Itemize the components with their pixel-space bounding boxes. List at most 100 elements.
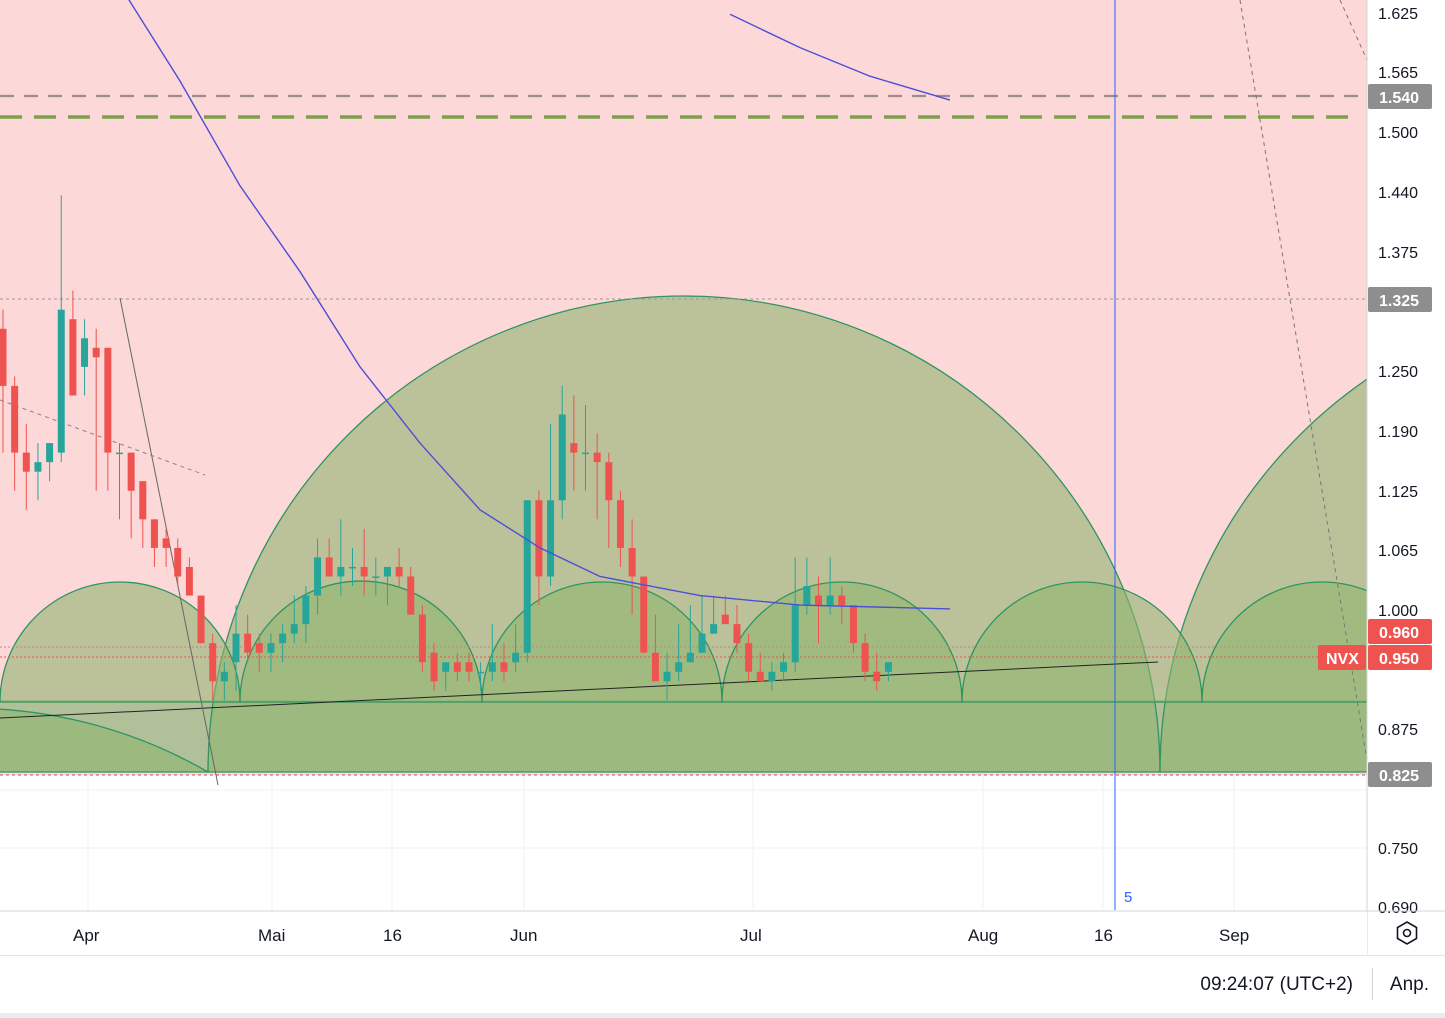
candle-body: [150, 519, 158, 548]
candle-body: [558, 414, 566, 501]
candle-body: [815, 595, 822, 606]
small-arc: [961, 581, 1203, 703]
candle-body: [616, 500, 624, 548]
price-label: 1.565: [1378, 65, 1418, 82]
moving-average-line-upper: [729, 13, 951, 101]
price-tag-1540: 1.540: [1368, 84, 1432, 109]
candle-body: [442, 662, 450, 672]
candle-body: [745, 643, 753, 672]
candle-body: [477, 671, 485, 674]
price-label: 0.690: [1378, 900, 1418, 917]
candle-body: [395, 566, 403, 577]
candle-body: [686, 652, 694, 663]
candle-body: [349, 566, 356, 569]
support-trendline[interactable]: [0, 661, 1159, 719]
candle-body: [279, 633, 287, 644]
symbol-tag: NVX: [1318, 645, 1366, 670]
time-label: Apr: [73, 926, 100, 945]
moving-average-line: [128, 0, 951, 610]
candle-body: [418, 614, 426, 663]
candle-body: [69, 319, 77, 396]
grid-lines: [0, 775, 1367, 910]
price-label: 1.065: [1378, 543, 1418, 560]
time-label: Mai: [258, 926, 285, 945]
candle-body: [465, 662, 473, 672]
candle-body: [267, 643, 275, 653]
svg-text:0.950: 0.950: [1379, 651, 1419, 668]
candle-body: [104, 347, 112, 453]
price-axis-labels: 1.625 1.565 1.500 1.440 1.375 1.250 1.19…: [1378, 6, 1418, 917]
time-axis-labels: Apr Mai 16 Jun Jul Aug 16 Sep: [73, 926, 1249, 945]
time-label: 16: [1094, 926, 1113, 945]
candle-body: [756, 671, 764, 682]
settings-hexagon-icon[interactable]: [1396, 921, 1418, 945]
chart-canvas[interactable]: 5 1.625 1.565 1.500 1.440 1.375 1.250 1.…: [0, 0, 1445, 955]
small-arc: [0, 581, 241, 703]
diagonal-dashed-line[interactable]: [1239, 0, 1368, 761]
price-tag-0825: 0.825: [1368, 762, 1432, 787]
candle-body: [453, 662, 461, 672]
candle-body: [0, 328, 7, 386]
svg-text:0.825: 0.825: [1379, 768, 1419, 785]
candle-body: [81, 338, 89, 367]
candle-body: [383, 566, 391, 577]
cycle-marker: 5: [1124, 889, 1132, 906]
small-arc: [239, 580, 483, 703]
large-arc: [0, 708, 211, 773]
clock-time[interactable]: 09:24:07 (UTC+2): [1200, 974, 1353, 995]
diagonal-dashed-line-2[interactable]: [1339, 0, 1368, 61]
candle-body: [733, 624, 741, 644]
candle-body: [675, 662, 683, 672]
candle-body: [360, 566, 368, 577]
candle-body: [197, 595, 205, 644]
candle-body: [512, 652, 520, 663]
candle-body: [523, 500, 531, 653]
candle-body: [582, 452, 589, 455]
moving-average-series: [128, 0, 951, 610]
candle-body: [500, 662, 508, 672]
price-label: 0.875: [1378, 722, 1418, 739]
svg-text:0.960: 0.960: [1379, 625, 1419, 642]
candle-body: [34, 462, 42, 472]
candle-body: [325, 557, 333, 577]
price-label: 1.250: [1378, 364, 1418, 381]
candle-body: [255, 643, 263, 653]
candle-body: [127, 452, 135, 491]
adjust-button[interactable]: Anp.: [1389, 974, 1429, 995]
candle-body: [11, 385, 19, 453]
candle-body: [46, 443, 54, 463]
candle-body: [593, 452, 601, 463]
time-label: Jul: [740, 926, 762, 945]
candle-body: [861, 643, 869, 672]
candle-body: [721, 614, 729, 625]
price-label: 1.375: [1378, 245, 1418, 262]
candle-body: [314, 557, 322, 596]
time-label: Aug: [968, 926, 998, 945]
price-label: 1.500: [1378, 125, 1418, 142]
candle-body: [337, 566, 345, 577]
candle-body: [372, 576, 380, 578]
candle-body: [698, 633, 706, 653]
price-label: 1.625: [1378, 6, 1418, 23]
candle-body: [803, 586, 811, 606]
candle-body: [244, 633, 252, 653]
candle-body: [838, 595, 846, 606]
candle-body: [884, 662, 892, 672]
time-label: Jun: [510, 926, 537, 945]
candle-body: [162, 538, 170, 548]
price-axis[interactable]: [1367, 0, 1445, 910]
candle-body: [628, 547, 636, 577]
candle-body: [185, 566, 193, 596]
small-arc: [721, 581, 963, 703]
candle-body: [116, 452, 123, 455]
candle-body: [768, 671, 776, 682]
svg-text:NVX: NVX: [1326, 651, 1359, 668]
price-label: 1.190: [1378, 424, 1418, 441]
candle-body: [220, 671, 228, 682]
time-axis[interactable]: [0, 911, 1367, 955]
candle-body: [640, 576, 648, 653]
candle-body: [139, 481, 147, 520]
candle-body: [849, 605, 857, 644]
candle-body: [651, 652, 659, 682]
candle-body: [209, 643, 217, 682]
